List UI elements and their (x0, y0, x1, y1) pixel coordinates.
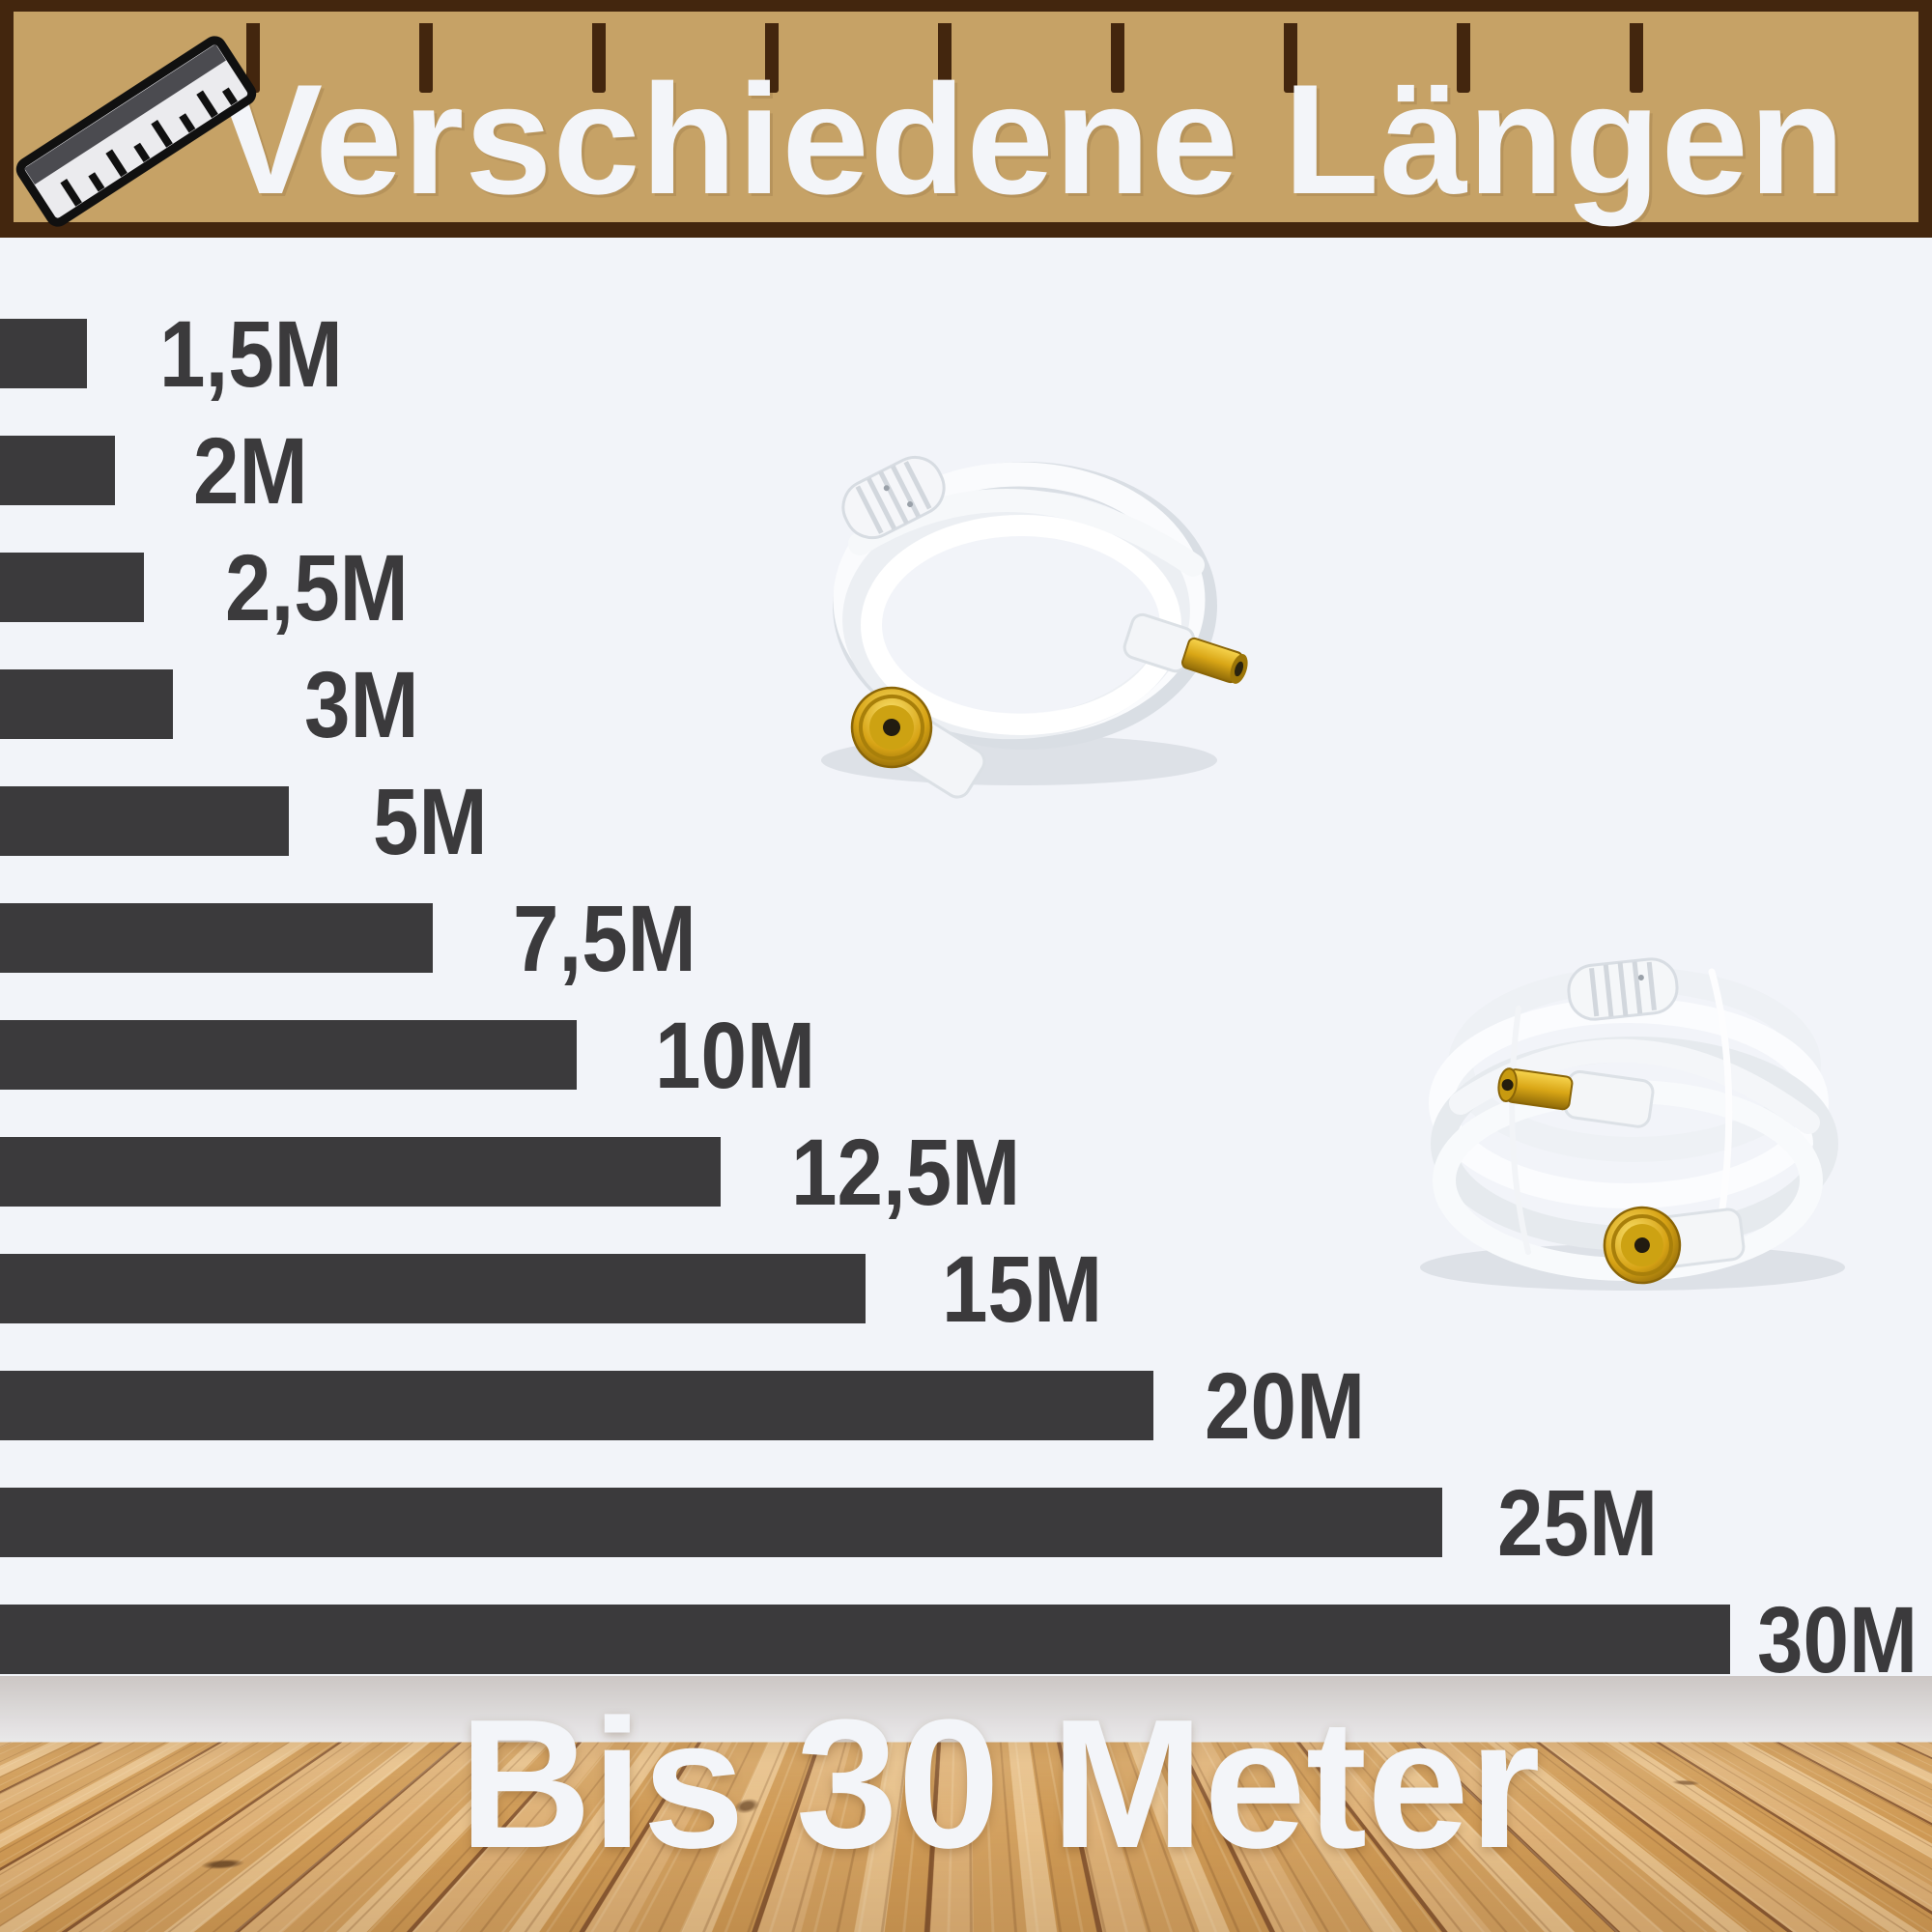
length-bar (0, 786, 289, 856)
length-bar (0, 1605, 1730, 1674)
length-bar-label: 1,5M (159, 300, 343, 407)
ruler-tick (1111, 23, 1124, 93)
coax-cable-photo-long (1420, 957, 1845, 1291)
ruler-tick (246, 23, 260, 93)
coax-cable-photo-short (821, 455, 1248, 799)
length-bar (0, 319, 87, 388)
male-connector-icon (1497, 1067, 1655, 1128)
length-bar-label: 3M (304, 651, 419, 757)
length-bar-label: 20M (1205, 1352, 1366, 1459)
female-connector-icon (850, 686, 986, 799)
length-bar (0, 1488, 1442, 1557)
length-bar-label: 10M (655, 1002, 816, 1108)
ruler-tick (1630, 23, 1643, 93)
length-bar-label: 5M (373, 768, 488, 874)
page-title: Verschiedene Längen (218, 52, 1846, 227)
length-bar-label: 12,5M (791, 1119, 1021, 1225)
length-bar (0, 1254, 866, 1323)
length-bar-label: 25M (1497, 1469, 1659, 1576)
ruler-icon (15, 36, 257, 227)
length-bar-label: 30M (1757, 1586, 1918, 1692)
length-bar (0, 553, 144, 622)
ruler-tick (938, 23, 952, 93)
length-bar (0, 669, 173, 739)
header-banner (0, 0, 1932, 238)
ruler-tick (592, 23, 606, 93)
ruler-tick (419, 23, 433, 93)
ruler-tick (1457, 23, 1470, 93)
length-bar-label: 2M (193, 417, 308, 524)
length-bar-label: 7,5M (513, 885, 696, 991)
footer-caption: Bis 30 Meter (459, 1682, 1541, 1887)
ferrite-bead (841, 455, 946, 540)
length-bar-label: 2,5M (225, 534, 409, 640)
length-bar (0, 903, 433, 973)
length-bar (0, 1371, 1153, 1440)
length-bar (0, 436, 115, 505)
ferrite-bead (1567, 957, 1679, 1021)
female-connector-icon (1603, 1206, 1746, 1285)
ruler-tick (1284, 23, 1297, 93)
length-bar (0, 1137, 721, 1207)
length-bar (0, 1020, 577, 1090)
ruler-tick (765, 23, 779, 93)
male-connector-icon (1122, 612, 1248, 684)
length-bar-label: 15M (942, 1236, 1103, 1342)
